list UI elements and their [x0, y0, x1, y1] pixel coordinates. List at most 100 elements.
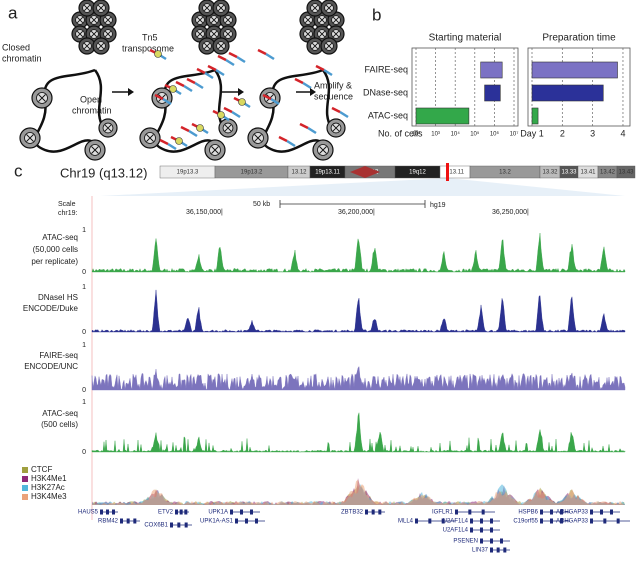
closed-label: Closed: [2, 42, 30, 52]
gene-exon: [490, 547, 493, 553]
gene-exon: [415, 518, 418, 524]
nucleosome-x: [90, 16, 98, 24]
gene-label: ARHGAP33: [556, 510, 589, 516]
closed-label: chromatin: [2, 53, 42, 63]
bar: [531, 107, 539, 125]
gene-label: LIN37: [472, 548, 489, 554]
tn5-fragment: [204, 71, 214, 80]
tn5-fragment: [270, 97, 280, 106]
gene-exon: [500, 538, 503, 544]
track-label: ENCODE/Duke: [23, 304, 79, 313]
gene-exon: [441, 518, 445, 524]
transposome: [217, 111, 225, 119]
gene-exon: [255, 518, 258, 524]
nucleosome-x: [318, 16, 326, 24]
x-tick-label: Day 1: [520, 128, 544, 138]
panel-label: b: [372, 5, 381, 24]
gene-exon: [455, 509, 458, 515]
tn5-fragment: [207, 64, 217, 72]
transposome: [175, 137, 183, 145]
nucleosome-x: [217, 4, 225, 12]
gene-exon: [126, 518, 130, 524]
nucleosome-x: [304, 30, 312, 38]
track-axis-label: 1: [82, 284, 86, 291]
tn5-fragment: [315, 64, 325, 72]
gene-label: ARHGAP33: [556, 519, 589, 525]
gene-exon: [175, 509, 178, 515]
nucleosome-x: [104, 30, 112, 38]
chr-label: chr19:: [58, 210, 78, 217]
track-label: ATAC-seq: [42, 233, 78, 242]
legend-swatch: [22, 494, 28, 500]
gene-label: MLL4: [398, 519, 414, 525]
gene-exon: [470, 527, 473, 533]
gene-label: COX6B1: [144, 523, 168, 529]
signal-track: [91, 412, 626, 453]
tn5-fragment: [228, 51, 238, 59]
panel-label: c: [14, 161, 23, 180]
nucleosome-x: [104, 16, 112, 24]
x-axis-label: No. of cells: [378, 128, 423, 138]
tn5-fragment: [167, 142, 177, 151]
track-label: ATAC-seq: [42, 409, 78, 418]
track-axis-label: 0: [82, 269, 86, 276]
arrow-head: [310, 88, 316, 96]
tn5-fragment: [154, 93, 164, 101]
gene-exon: [540, 509, 543, 515]
tn5-fragment: [194, 81, 204, 90]
band-label: q13.11: [446, 170, 465, 176]
nucleosome-x: [332, 124, 340, 132]
band-label: 13.12: [291, 170, 307, 176]
x-tick-label: 2: [560, 128, 565, 138]
nucleosome-x: [83, 42, 91, 50]
gene-exon: [490, 538, 493, 544]
x-tick-label: 10⁷: [510, 131, 519, 138]
tn5-fragment: [323, 68, 333, 77]
zoom-wedge: [100, 178, 625, 196]
nucleosome-x: [38, 94, 46, 102]
nucleosome-x: [224, 30, 232, 38]
gene-exon: [245, 518, 248, 524]
tn5-fragment: [299, 122, 309, 130]
track-label: (500 cells): [41, 420, 78, 429]
amplify-label: sequence: [314, 91, 353, 101]
nucleosome-x: [217, 42, 225, 50]
gene-exon: [365, 509, 368, 515]
coordinate: 36,200,000|: [338, 209, 375, 216]
nucleosome-x: [332, 30, 340, 38]
arrow-head: [128, 88, 134, 96]
gene-exon: [250, 509, 253, 515]
track-label: DNaseI HS: [38, 293, 78, 302]
tn5-fragment: [339, 110, 349, 119]
tn5-fragment: [265, 52, 275, 61]
nucleosome-x: [311, 4, 319, 12]
tn5-fragment: [162, 97, 172, 106]
nucleosome-x: [254, 134, 262, 142]
bar: [484, 84, 501, 102]
nucleosome-x: [196, 16, 204, 24]
nucleosome-x: [76, 16, 84, 24]
gene-label: U2AF1L4: [443, 519, 469, 525]
bar: [531, 61, 618, 79]
legend-swatch: [22, 476, 28, 482]
tn5-fragment: [186, 77, 196, 85]
gene-exon: [600, 509, 603, 515]
gene-exon: [184, 509, 188, 515]
centromere: [350, 166, 380, 178]
gene-exon: [170, 522, 173, 528]
gene-label: UPK1A-AS1: [200, 519, 234, 525]
band-label: 19p13.11: [315, 170, 340, 176]
nucleosome-x: [76, 30, 84, 38]
gene-label: UPK1A: [208, 510, 228, 516]
gene-exon: [235, 518, 238, 524]
tn5-fragment: [294, 77, 304, 85]
gene-exon: [106, 509, 109, 515]
nucleosome-x: [90, 30, 98, 38]
row-label: FAIRE-seq: [364, 64, 408, 74]
nucleosome-x: [332, 16, 340, 24]
region-marker: [446, 163, 449, 181]
nucleosome-x: [211, 146, 219, 154]
nucleosome-x: [97, 4, 105, 12]
tn5-fragment: [175, 80, 185, 88]
nucleosome-x: [325, 42, 333, 50]
